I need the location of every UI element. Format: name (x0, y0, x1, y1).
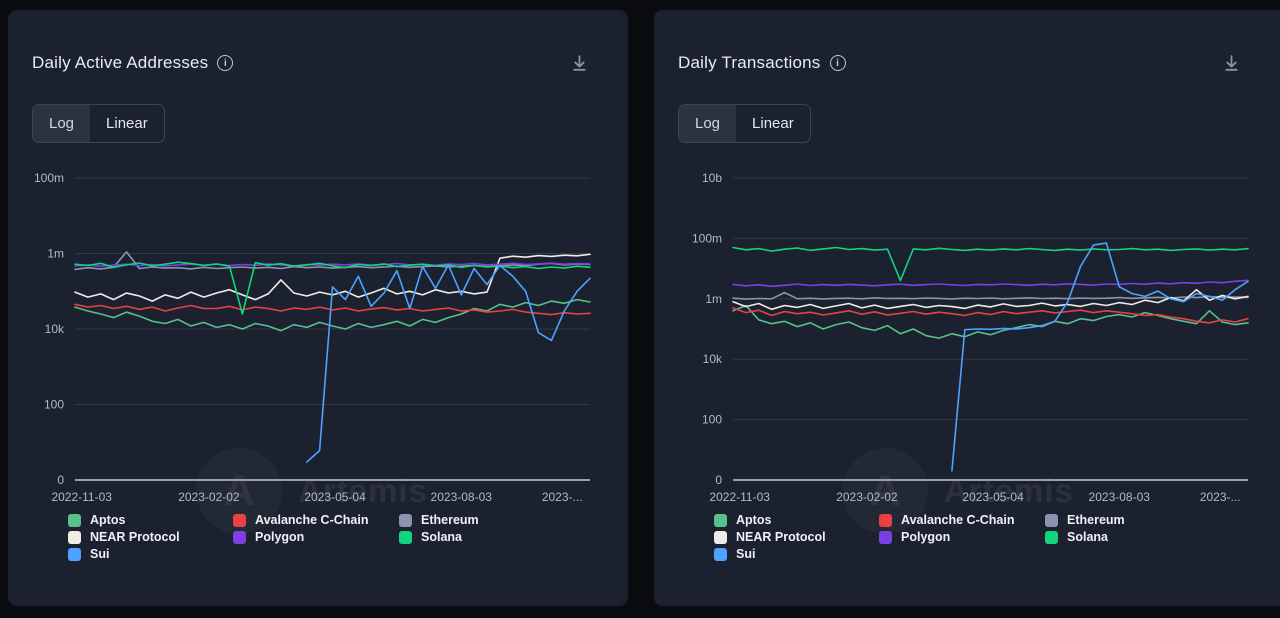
card-header: Daily Active Addresses i (32, 52, 590, 74)
legend-label: Aptos (736, 513, 772, 527)
legend-swatch (714, 530, 727, 544)
svg-text:2022-11-03: 2022-11-03 (51, 490, 112, 504)
legend-swatch (879, 513, 892, 527)
legend-item[interactable]: Solana (399, 530, 479, 544)
legend-item[interactable]: Polygon (879, 530, 1045, 544)
legend-item[interactable]: Ethereum (1045, 513, 1125, 527)
svg-text:2022-11-03: 2022-11-03 (709, 490, 770, 504)
legend-label: Avalanche C-Chain (901, 513, 1015, 527)
line-chart-canvas[interactable]: 100m 1m 10k 100 0 2022-11-03 2023-02-02 2023-05… (8, 170, 628, 510)
chart-area: A Artemis 100m 1m 10k 100 0 2022-11-03 2023-02… (8, 170, 628, 515)
chart-title: Daily Active Addresses (32, 53, 209, 72)
legend-label: Polygon (901, 530, 951, 544)
legend-item[interactable]: Avalanche C-Chain (879, 513, 1045, 527)
legend-item[interactable]: NEAR Protocol (714, 530, 879, 544)
svg-text:100: 100 (44, 398, 64, 412)
legend-swatch (68, 513, 81, 527)
svg-text:0: 0 (715, 473, 722, 487)
svg-text:10k: 10k (45, 322, 65, 336)
toggle-log[interactable]: Log (33, 105, 91, 142)
legend-swatch (399, 513, 412, 527)
legend-item[interactable]: Avalanche C-Chain (233, 513, 399, 527)
svg-text:100m: 100m (34, 171, 64, 185)
info-icon[interactable]: i (829, 55, 846, 71)
legend-swatch (68, 530, 81, 544)
legend: Aptos Avalanche C-Chain Ethereum NEAR Proto… (68, 513, 479, 561)
svg-text:1m: 1m (705, 292, 722, 306)
card-header: Daily Transactions i (678, 52, 1242, 74)
toggle-log[interactable]: Log (679, 105, 737, 142)
legend-swatch (1045, 513, 1058, 527)
legend-swatch (399, 530, 412, 544)
legend-label: NEAR Protocol (736, 530, 826, 544)
legend-label: Ethereum (421, 513, 479, 527)
svg-text:100: 100 (702, 413, 722, 427)
legend: Aptos Avalanche C-Chain Ethereum NEAR Proto… (714, 513, 1125, 561)
svg-text:1m: 1m (47, 247, 64, 261)
svg-text:2023-02-02: 2023-02-02 (178, 490, 240, 504)
legend-item[interactable]: Sui (714, 547, 879, 561)
scale-toggle: Log Linear (32, 104, 165, 143)
legend-label: Solana (421, 530, 462, 544)
svg-text:2023-...: 2023-... (1200, 490, 1241, 504)
legend-label: Avalanche C-Chain (255, 513, 369, 527)
download-icon[interactable] (1220, 52, 1242, 74)
scale-toggle: Log Linear (678, 104, 811, 143)
legend-swatch (233, 513, 246, 527)
chart-title: Daily Transactions (678, 53, 821, 72)
legend-swatch (233, 530, 246, 544)
legend-item[interactable]: NEAR Protocol (68, 530, 233, 544)
legend-swatch (714, 513, 727, 527)
svg-text:0: 0 (57, 473, 64, 487)
download-icon[interactable] (568, 52, 590, 74)
svg-text:2023-05-04: 2023-05-04 (304, 490, 366, 504)
svg-text:10b: 10b (702, 171, 722, 185)
legend-label: Solana (1067, 530, 1108, 544)
svg-text:2023-08-03: 2023-08-03 (1089, 490, 1151, 504)
legend-item[interactable]: Aptos (68, 513, 233, 527)
card-daily-active-addresses: Daily Active Addresses i Log Linear A Ar… (8, 10, 628, 606)
info-icon[interactable]: i (217, 55, 234, 71)
legend-item[interactable]: Aptos (714, 513, 879, 527)
svg-text:100m: 100m (692, 231, 722, 245)
legend-item[interactable]: Polygon (233, 530, 399, 544)
svg-text:2023-05-04: 2023-05-04 (962, 490, 1024, 504)
legend-label: Ethereum (1067, 513, 1125, 527)
svg-text:10k: 10k (703, 352, 723, 366)
legend-swatch (68, 547, 81, 561)
legend-label: Sui (736, 547, 756, 561)
legend-label: NEAR Protocol (90, 530, 180, 544)
legend-swatch (714, 547, 727, 561)
chart-area: A Artemis 10b 100m 1m 10k 100 0 2022-11-03 2023… (654, 170, 1280, 515)
legend-label: Aptos (90, 513, 126, 527)
svg-text:2023-02-02: 2023-02-02 (836, 490, 898, 504)
legend-item[interactable]: Ethereum (399, 513, 479, 527)
legend-swatch (1045, 530, 1058, 544)
legend-label: Polygon (255, 530, 305, 544)
legend-item[interactable]: Solana (1045, 530, 1125, 544)
toggle-linear[interactable]: Linear (752, 115, 794, 132)
legend-swatch (879, 530, 892, 544)
card-daily-transactions: Daily Transactions i Log Linear A Artemi… (654, 10, 1280, 606)
svg-text:2023-...: 2023-... (542, 490, 583, 504)
legend-item[interactable]: Sui (68, 547, 233, 561)
legend-label: Sui (90, 547, 110, 561)
line-chart-canvas[interactable]: 10b 100m 1m 10k 100 0 2022-11-03 2023-02-02 2023… (654, 170, 1280, 510)
toggle-linear[interactable]: Linear (106, 115, 148, 132)
svg-text:2023-08-03: 2023-08-03 (431, 490, 493, 504)
